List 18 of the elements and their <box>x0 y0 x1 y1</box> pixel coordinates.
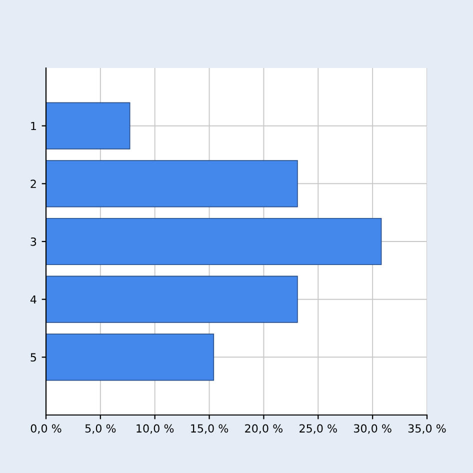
x-tick-label: 25,0 % <box>300 424 337 434</box>
y-tick-label: 1 <box>31 122 36 130</box>
y-tick-label: 2 <box>30 180 36 188</box>
x-tick-label: 35,0 % <box>408 424 446 434</box>
x-tick-label: 30,0 % <box>354 424 392 434</box>
y-tick-label: 3 <box>30 237 36 246</box>
y-tick-label: 4 <box>30 295 36 304</box>
bar <box>46 160 298 208</box>
bar <box>46 218 382 266</box>
x-tick-label: 15,0 % <box>191 424 228 434</box>
bar <box>46 276 298 323</box>
x-tick-label: 20,0 % <box>245 424 283 434</box>
bar <box>46 334 214 381</box>
bar <box>46 102 130 150</box>
x-tick-label: 0,0 % <box>30 424 62 434</box>
x-tick-label: 5,0 % <box>85 424 116 434</box>
x-tick-label: 10,0 % <box>136 424 174 434</box>
y-tick-label: 5 <box>30 353 36 362</box>
